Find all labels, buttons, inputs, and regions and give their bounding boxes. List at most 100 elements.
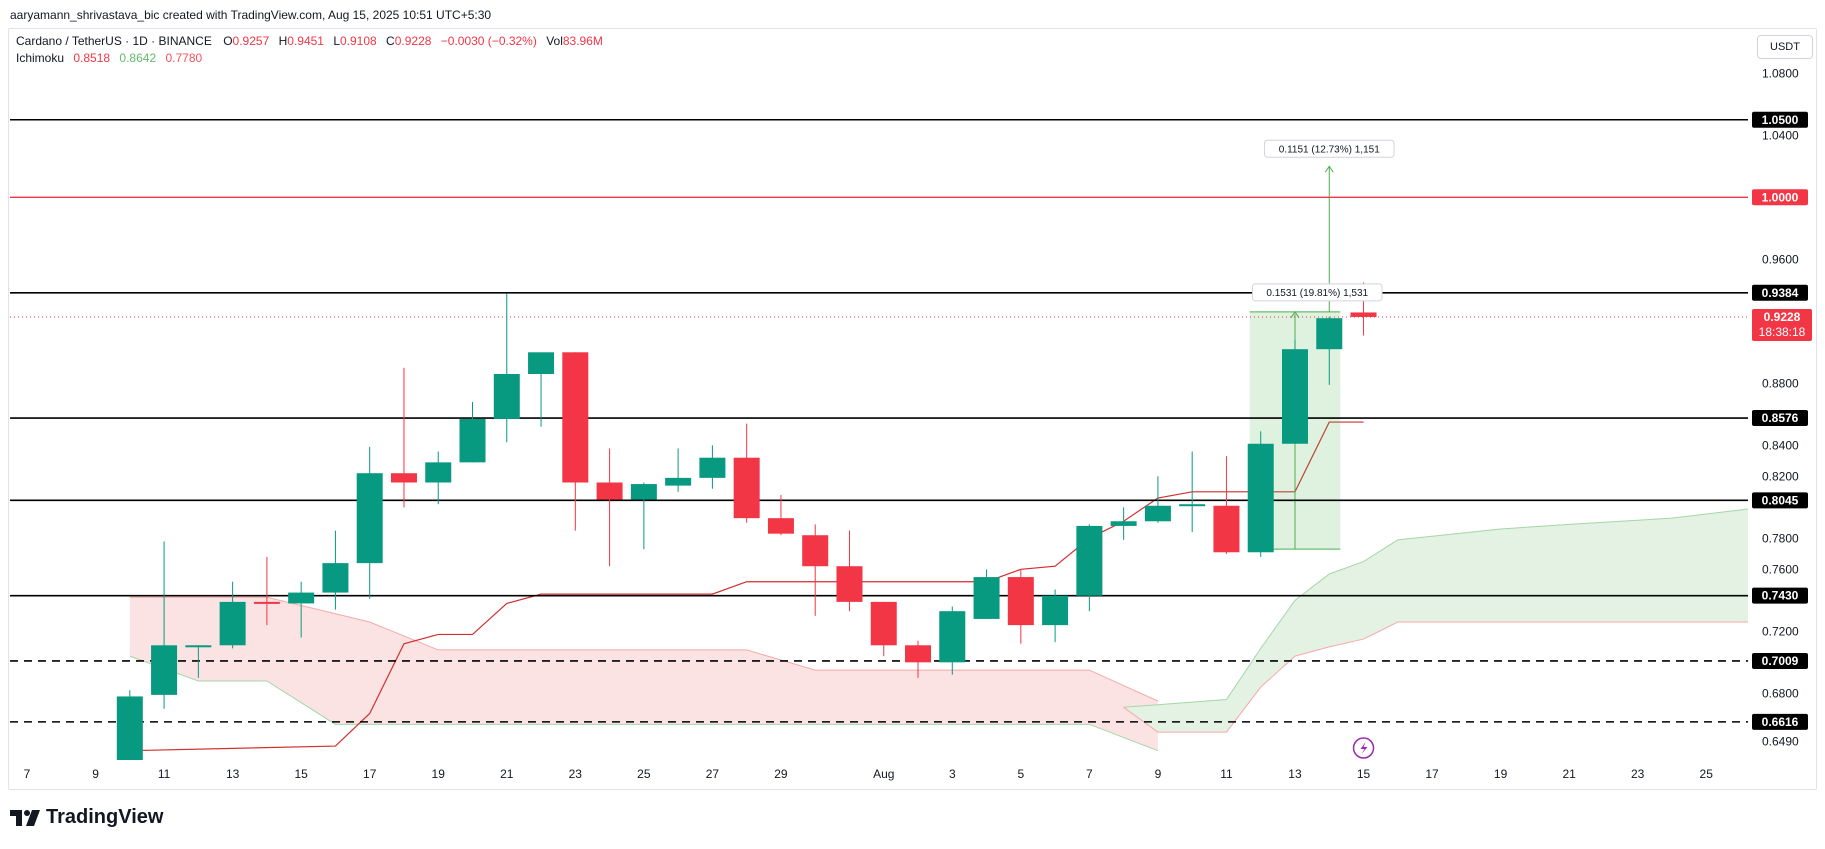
y-tick-2: 0.9600 — [1762, 252, 1799, 266]
x-tick-7: 21 — [500, 767, 514, 781]
measure-arrow-2-head — [1324, 165, 1334, 173]
candle-23 — [905, 645, 932, 663]
lightning-icon — [1360, 742, 1368, 754]
candle-36 — [1350, 312, 1377, 317]
candle-12 — [528, 352, 555, 374]
level-label-1: 1.0000 — [1762, 190, 1799, 204]
candle-3 — [219, 601, 246, 646]
candle-17 — [699, 457, 726, 478]
candle-14 — [596, 482, 623, 500]
currency-button[interactable]: USDT — [1757, 35, 1813, 59]
level-label-bg-5 — [1752, 587, 1808, 604]
candle-15 — [630, 484, 657, 500]
candle-1 — [151, 645, 178, 695]
candle-22 — [870, 601, 897, 646]
ichimoku-label[interactable]: Ichimoku — [16, 51, 65, 65]
level-label-7: 0.6616 — [1762, 715, 1799, 729]
candle-24 — [939, 611, 966, 663]
measure-label-2: 0.1151 (12.73%) 1,151 — [1279, 144, 1380, 155]
ichimoku-cloud-green — [1123, 508, 1748, 733]
x-tick-19: 15 — [1357, 767, 1371, 781]
y-tick-5: 0.8200 — [1762, 469, 1799, 483]
current-price-label: 0.9228 — [1764, 310, 1801, 324]
candle-16 — [665, 477, 692, 486]
candle-27 — [1042, 595, 1069, 626]
level-label-bg-0 — [1752, 111, 1808, 128]
x-tick-16: 9 — [1155, 767, 1162, 781]
x-tick-12: Aug — [873, 767, 894, 781]
x-tick-23: 23 — [1631, 767, 1645, 781]
current-price-label-bg — [1752, 308, 1812, 341]
ichimoku-value-3: 0.7780 — [165, 51, 203, 65]
y-tick-1: 1.0400 — [1762, 128, 1799, 142]
ichimoku-legend: Ichimoku 0.8518 0.8642 0.7780 — [16, 51, 202, 65]
level-label-bg-3 — [1752, 410, 1808, 427]
level-label-bg-4 — [1752, 492, 1808, 509]
level-label-3: 0.8576 — [1762, 411, 1799, 425]
candle-29 — [1110, 521, 1137, 526]
low-label: L — [333, 34, 340, 48]
candle-11 — [493, 373, 520, 419]
y-tick-0: 1.0800 — [1762, 66, 1799, 80]
high-value: 0.9451 — [287, 34, 324, 48]
y-tick-4: 0.8400 — [1762, 438, 1799, 452]
measure-label-1-bg — [1251, 283, 1383, 302]
ichimoku-cloud-red — [129, 597, 1158, 751]
candle-19 — [767, 518, 794, 534]
high-label: H — [278, 34, 288, 48]
x-tick-10: 27 — [706, 767, 720, 781]
plot-area — [10, 118, 1748, 760]
x-tick-15: 7 — [1086, 767, 1093, 781]
candle-28 — [1076, 525, 1103, 596]
level-label-2: 0.9384 — [1762, 286, 1799, 300]
candle-2 — [185, 645, 212, 648]
close-label: C — [386, 34, 395, 48]
x-tick-17: 11 — [1220, 767, 1233, 781]
x-tick-2: 11 — [158, 767, 171, 781]
x-tick-22: 21 — [1562, 767, 1576, 781]
level-label-bg-1 — [1752, 189, 1808, 206]
candle-35 — [1316, 318, 1343, 350]
x-tick-4: 15 — [294, 767, 308, 781]
x-tick-6: 19 — [432, 767, 446, 781]
candle-33 — [1247, 443, 1274, 553]
candle-10 — [459, 418, 486, 463]
x-tick-13: 3 — [949, 767, 956, 781]
ichimoku-value-2: 0.8642 — [119, 51, 157, 65]
y-tick-7: 0.7600 — [1762, 562, 1799, 576]
tradingview-logo: TradingView — [10, 806, 163, 829]
chart-caption: aaryamann_shrivastava_bic created with T… — [10, 8, 492, 22]
measure-arrow-1-head — [1290, 310, 1300, 319]
symbol-title[interactable]: Cardano / TetherUS · 1D · BINANCE — [16, 34, 212, 48]
x-tick-3: 13 — [226, 767, 240, 781]
candle-20 — [802, 535, 829, 567]
open-value: 0.9257 — [232, 34, 270, 48]
x-tick-14: 5 — [1017, 767, 1024, 781]
low-value: 0.9108 — [340, 34, 377, 48]
x-tick-9: 25 — [637, 767, 651, 781]
symbol-legend: Cardano / TetherUS · 1D · BINANCE O0.925… — [16, 34, 609, 48]
candle-9 — [425, 462, 452, 483]
candle-6 — [322, 563, 349, 593]
level-label-bg-6 — [1752, 652, 1808, 669]
x-tick-0: 7 — [24, 767, 31, 781]
candle-4 — [253, 601, 280, 604]
volume-value: 83.96M — [562, 34, 603, 48]
candle-34 — [1281, 349, 1308, 444]
candle-25 — [973, 577, 1000, 619]
countdown-label: 18:38:18 — [1759, 325, 1806, 339]
level-label-5: 0.7430 — [1762, 589, 1799, 603]
measure-label-2-bg — [1263, 139, 1395, 158]
level-label-bg-7 — [1752, 713, 1808, 730]
x-tick-5: 17 — [363, 767, 377, 781]
y-tick-10: 0.6490 — [1762, 734, 1799, 748]
candle-13 — [562, 352, 589, 483]
candle-18 — [733, 457, 760, 519]
candle-26 — [1007, 577, 1034, 626]
level-label-6: 0.7009 — [1762, 654, 1799, 668]
x-tick-8: 23 — [569, 767, 583, 781]
event-icon — [1352, 737, 1375, 759]
candle-8 — [390, 473, 417, 483]
candle-30 — [1144, 505, 1171, 522]
